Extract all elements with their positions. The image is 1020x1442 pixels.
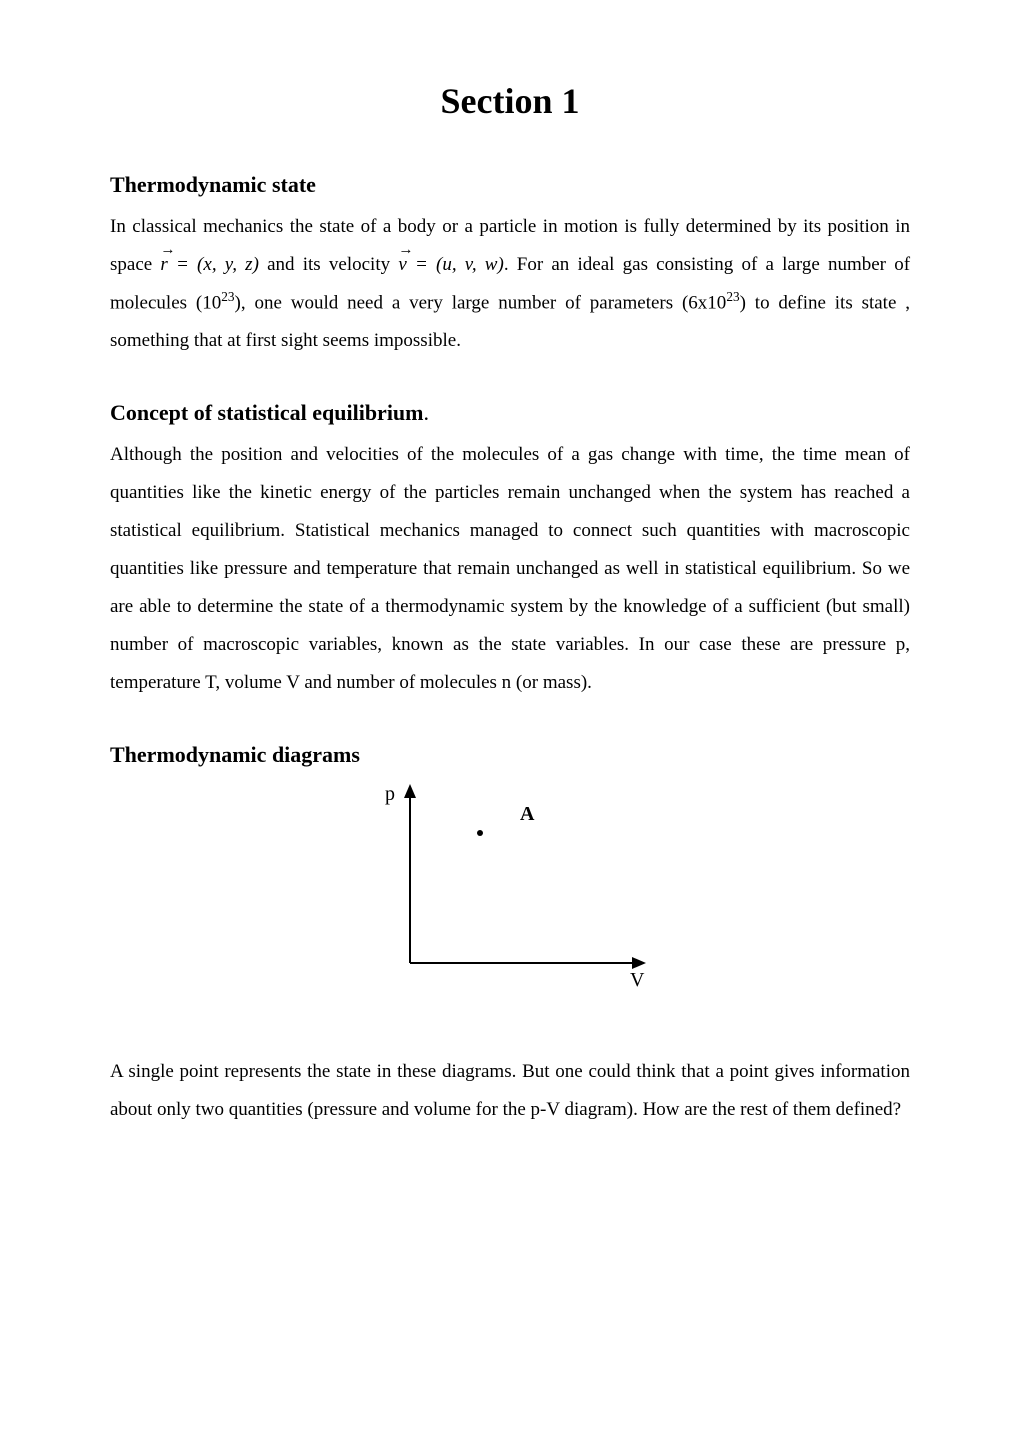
diagram-pv: p V A: [110, 778, 910, 1003]
paragraph-thermodynamic-state: In classical mechanics the state of a bo…: [110, 208, 910, 360]
text-fragment: ), one would need a very large number of…: [235, 292, 727, 313]
heading-text: Concept of statistical equilibrium: [110, 400, 424, 425]
heading-thermodynamic-state: Thermodynamic state: [110, 172, 910, 198]
heading-period: .: [424, 400, 430, 425]
equation-position-vector: r = (x, y, z): [160, 254, 258, 275]
svg-text:V: V: [630, 969, 645, 991]
pv-diagram-svg: p V A: [340, 778, 680, 998]
svg-text:p: p: [385, 783, 395, 805]
exponent: 23: [221, 289, 234, 304]
equation-velocity-vector: v = (u, v, w): [398, 254, 504, 275]
text-fragment: and its velocity: [259, 254, 398, 275]
heading-thermodynamic-diagrams: Thermodynamic diagrams: [110, 742, 910, 768]
page-title: Section 1: [110, 80, 910, 122]
exponent: 23: [726, 289, 739, 304]
heading-statistical-equilibrium: Concept of statistical equilibrium.: [110, 400, 910, 426]
paragraph-statistical-equilibrium: Although the position and velocities of …: [110, 436, 910, 702]
svg-text:A: A: [520, 803, 535, 825]
paragraph-thermodynamic-diagrams: A single point represents the state in t…: [110, 1053, 910, 1129]
